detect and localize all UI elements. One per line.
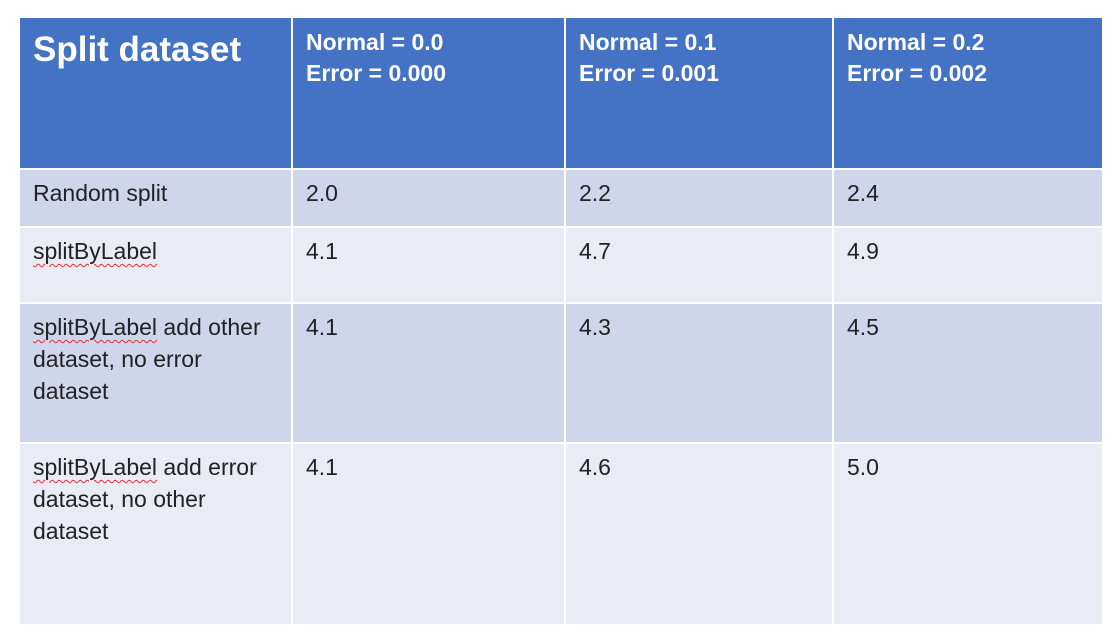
row-label-cell[interactable]: splitByLabel [18, 226, 293, 304]
cell-value: 4.3 [579, 314, 611, 340]
value-cell[interactable]: 4.7 [564, 226, 834, 304]
row-label-misspelled: splitByLabel [33, 454, 158, 480]
header-cell-title[interactable]: Split dataset [18, 16, 293, 170]
cell-value: 4.1 [306, 314, 338, 340]
value-cell[interactable]: 4.9 [832, 226, 1104, 304]
column-error-label: Error = 0.001 [579, 60, 720, 86]
value-cell[interactable]: 4.1 [291, 226, 566, 304]
row-label-cell[interactable]: splitByLabel add other dataset, no error… [18, 302, 293, 444]
column-normal-label: Normal = 0.2 [847, 29, 985, 55]
row-label-misspelled: splitByLabel [33, 238, 158, 264]
table-row: splitByLabel add other dataset, no error… [18, 302, 1104, 444]
value-cell[interactable]: 4.3 [564, 302, 834, 444]
column-normal-label: Normal = 0.0 [306, 29, 444, 55]
cell-value: 4.5 [847, 314, 879, 340]
cell-value: 4.7 [579, 238, 611, 264]
table-title: Split dataset [33, 30, 242, 69]
row-label-rest: add other dataset, no error dataset [33, 314, 261, 404]
cell-value: 2.4 [847, 180, 879, 206]
row-label-rest: add error dataset, no other dataset [33, 454, 257, 544]
value-cell[interactable]: 2.0 [291, 168, 566, 228]
row-label: Random split [33, 180, 168, 206]
value-cell[interactable]: 2.4 [832, 168, 1104, 228]
value-cell[interactable]: 4.6 [564, 442, 834, 626]
header-cell-normal-1[interactable]: Normal = 0.1 Error = 0.001 [564, 16, 834, 170]
column-error-label: Error = 0.002 [847, 60, 988, 86]
cell-value: 2.0 [306, 180, 338, 206]
header-row: Split dataset Normal = 0.0 Error = 0.000… [18, 16, 1104, 170]
cell-value: 4.1 [306, 238, 338, 264]
row-label-cell[interactable]: Random split [18, 168, 293, 228]
value-cell[interactable]: 4.1 [291, 302, 566, 444]
results-table: Split dataset Normal = 0.0 Error = 0.000… [18, 16, 1104, 626]
header-cell-normal-0[interactable]: Normal = 0.0 Error = 0.000 [291, 16, 566, 170]
table-row: Random split 2.0 2.2 2.4 [18, 168, 1104, 228]
header-cell-normal-2[interactable]: Normal = 0.2 Error = 0.002 [832, 16, 1104, 170]
row-label-cell[interactable]: splitByLabel add error dataset, no other… [18, 442, 293, 626]
table-row: splitByLabel add error dataset, no other… [18, 442, 1104, 626]
cell-value: 2.2 [579, 180, 611, 206]
value-cell[interactable]: 5.0 [832, 442, 1104, 626]
cell-value: 4.9 [847, 238, 879, 264]
cell-value: 4.1 [306, 454, 338, 480]
column-error-label: Error = 0.000 [306, 60, 447, 86]
value-cell[interactable]: 2.2 [564, 168, 834, 228]
cell-value: 4.6 [579, 454, 611, 480]
table-row: splitByLabel 4.1 4.7 4.9 [18, 226, 1104, 304]
value-cell[interactable]: 4.1 [291, 442, 566, 626]
value-cell[interactable]: 4.5 [832, 302, 1104, 444]
row-label-misspelled: splitByLabel [33, 314, 158, 340]
cell-value: 5.0 [847, 454, 879, 480]
results-table-container: Split dataset Normal = 0.0 Error = 0.000… [18, 16, 1104, 628]
column-normal-label: Normal = 0.1 [579, 29, 717, 55]
